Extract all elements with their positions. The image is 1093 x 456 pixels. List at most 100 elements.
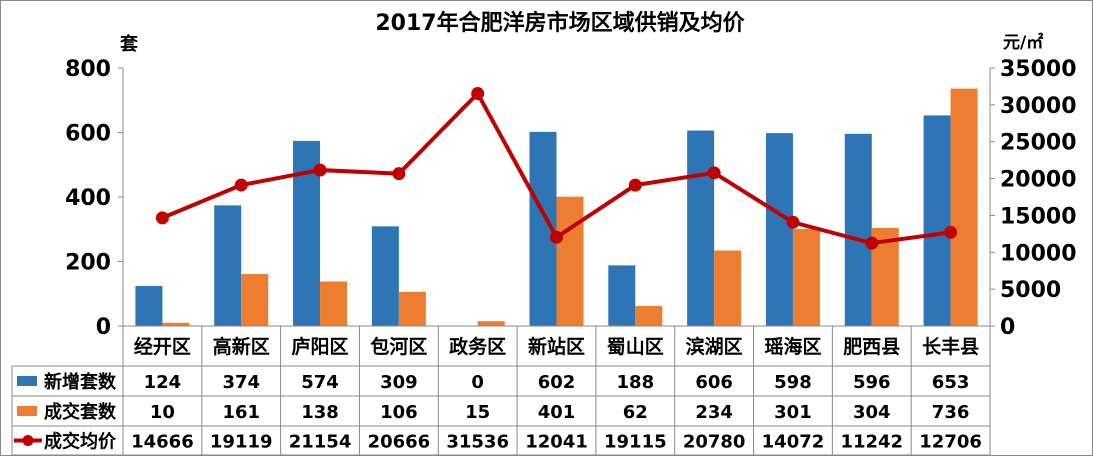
- bar-new-supply: [687, 130, 715, 326]
- table-cell-value: 12041: [525, 432, 588, 453]
- category-label: 滨湖区: [686, 335, 743, 358]
- table-cell-value: 19119: [210, 432, 273, 453]
- avg-price-point: [707, 166, 721, 180]
- avg-price-point: [550, 230, 563, 244]
- bar-sold: [714, 250, 742, 326]
- bar-new-supply: [844, 133, 872, 326]
- legend-marker: [22, 435, 34, 446]
- category-label: 长丰县: [922, 335, 979, 358]
- legend-label: 成交均价: [44, 431, 117, 453]
- avg-price-point: [313, 163, 327, 177]
- bar-new-supply: [214, 205, 242, 326]
- table-cell-value: 11242: [840, 432, 903, 453]
- bar-sold: [950, 88, 978, 326]
- left-tick-label: 600: [65, 122, 111, 147]
- avg-price-point: [155, 211, 169, 225]
- table-cell-value: 574: [301, 372, 339, 393]
- table-cell-value: 301: [774, 402, 812, 423]
- table-cell-value: 20666: [368, 432, 431, 453]
- chart-title: 2017年合肥洋房市场区域供销及均价: [375, 10, 745, 36]
- right-tick-label: 0: [1000, 315, 1015, 340]
- bar-sold: [162, 322, 190, 326]
- legend-swatch: [17, 376, 37, 386]
- legend-label: 成交套数: [44, 401, 117, 423]
- avg-price-point: [628, 178, 642, 192]
- bar-new-supply: [135, 286, 163, 326]
- right-tick-label: 5000: [1000, 278, 1061, 303]
- avg-price-point: [865, 236, 879, 250]
- category-label: 蜀山区: [607, 336, 664, 358]
- table-cell-value: 0: [471, 372, 484, 393]
- category-label: 政务区: [449, 335, 506, 358]
- table-cell-value: 124: [144, 372, 182, 393]
- table-cell-value: 19115: [604, 432, 667, 453]
- bar-new-supply: [608, 265, 636, 326]
- right-tick-label: 10000: [1000, 241, 1077, 266]
- avg-price-point: [944, 225, 958, 239]
- table-cell-value: 596: [853, 372, 891, 393]
- table-cell-value: 606: [695, 372, 733, 393]
- category-label: 瑶海区: [764, 335, 821, 358]
- right-tick-label: 20000: [1000, 168, 1077, 193]
- bar-sold: [635, 306, 663, 326]
- table-cell-value: 20780: [683, 432, 746, 453]
- avg-price-point: [786, 215, 800, 229]
- table-cell-value: 653: [932, 372, 970, 393]
- legend-label: 新增套数: [44, 371, 117, 393]
- left-tick-label: 200: [65, 251, 111, 276]
- bar-new-supply: [371, 226, 399, 326]
- table-cell-value: 62: [623, 402, 648, 423]
- table-cell-value: 304: [853, 402, 891, 423]
- bar-new-supply: [765, 133, 793, 326]
- table-cell-value: 106: [380, 402, 418, 423]
- table-cell-value: 598: [774, 372, 812, 393]
- right-axis-unit: 元/㎡: [1003, 32, 1043, 53]
- bar-sold: [241, 274, 269, 326]
- table-cell-value: 15: [465, 402, 490, 423]
- left-axis-unit: 套: [120, 33, 138, 55]
- table-cell-value: 309: [380, 372, 418, 393]
- table-cell-value: 602: [538, 372, 576, 393]
- table-cell-value: 188: [617, 372, 655, 393]
- right-tick-label: 30000: [1000, 94, 1077, 119]
- right-tick-label: 15000: [1000, 204, 1077, 229]
- table-cell-value: 374: [222, 372, 260, 393]
- right-tick-label: 35000: [1000, 57, 1077, 82]
- table-cell-value: 14072: [762, 432, 825, 453]
- line-series: [155, 87, 958, 250]
- table-cell-value: 161: [222, 402, 260, 423]
- legend-swatch: [17, 406, 37, 416]
- bar-sold: [398, 291, 426, 326]
- category-label: 包河区: [370, 335, 427, 358]
- bar-new-supply: [923, 115, 951, 326]
- table-cell-value: 138: [301, 402, 339, 423]
- category-label: 肥西县: [843, 336, 900, 358]
- table-cell-value: 21154: [289, 432, 352, 453]
- table-cell-value: 14666: [131, 432, 194, 453]
- table-cell-value: 10: [150, 402, 175, 423]
- bar-sold: [320, 281, 348, 326]
- left-axis: 0 200 400 600 800: [65, 57, 124, 340]
- table-cell-value: 234: [695, 402, 733, 423]
- right-axis: 0 5000 10000 15000 20000 25000 30000 35000: [989, 57, 1077, 340]
- category-label: 经开区: [134, 335, 191, 358]
- category-label: 庐阳区: [292, 335, 349, 358]
- table-cell-value: 736: [932, 402, 970, 423]
- table-cell-value: 401: [538, 402, 576, 423]
- table-cell-value: 12706: [919, 432, 982, 453]
- category-label: 新站区: [528, 335, 585, 358]
- avg-price-point: [234, 178, 248, 192]
- avg-price-point: [471, 87, 485, 101]
- left-tick-label: 400: [65, 186, 111, 211]
- table-cell-value: 31536: [446, 432, 509, 453]
- avg-price-point: [392, 167, 406, 181]
- bar-sold: [477, 321, 505, 326]
- bar-sold: [792, 228, 820, 326]
- bar-sold: [556, 196, 584, 326]
- left-tick-label: 0: [96, 315, 111, 340]
- right-tick-label: 25000: [1000, 131, 1077, 156]
- category-label: 高新区: [213, 335, 270, 358]
